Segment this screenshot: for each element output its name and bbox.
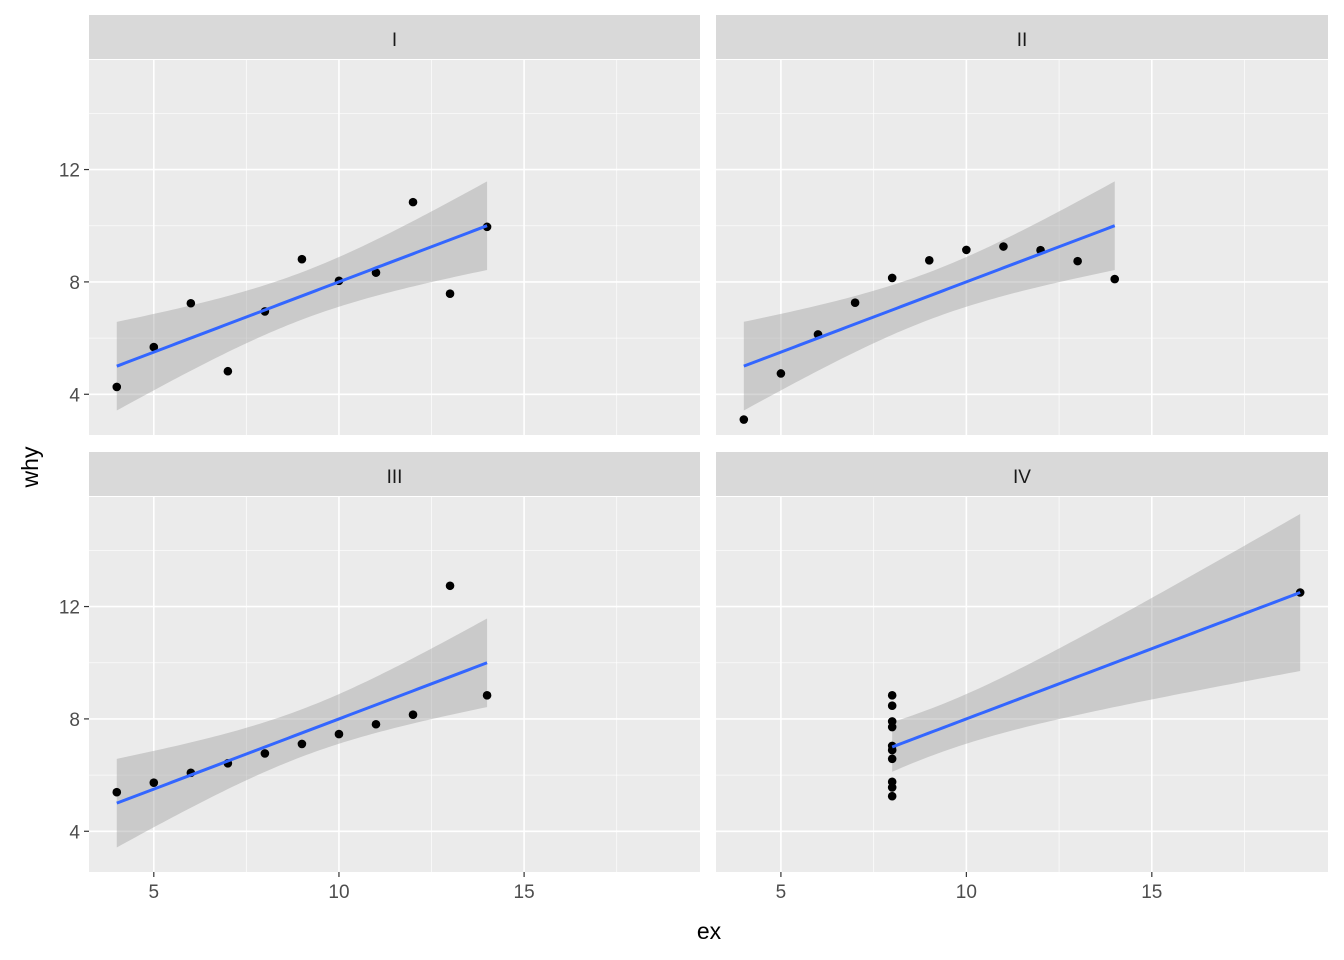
data-point xyxy=(371,719,381,729)
data-point xyxy=(962,245,971,255)
regression-line xyxy=(891,591,1301,749)
facet-strip-label: II xyxy=(1017,30,1028,51)
x-tick-label: 5 xyxy=(149,882,160,903)
x-axis-title: ex xyxy=(697,918,722,944)
data-point xyxy=(260,749,270,758)
panel-background xyxy=(716,60,1328,435)
regression-line xyxy=(116,661,488,805)
data-point xyxy=(1073,256,1082,266)
facet-panel-IV: IV 5 10 15 xyxy=(716,452,1328,903)
data-point xyxy=(739,415,749,424)
facet-strip xyxy=(716,15,1328,59)
facet-strip-label: I xyxy=(392,30,397,51)
x-tick-label: 10 xyxy=(328,882,349,903)
y-tick-label: 12 xyxy=(59,598,80,619)
y-tick-label: 8 xyxy=(69,710,80,731)
facet-strip-label: IV xyxy=(1013,467,1031,488)
data-point xyxy=(924,255,934,265)
data-point xyxy=(887,691,897,700)
facet-strip xyxy=(89,452,700,496)
facet-panel-II: II xyxy=(716,15,1328,435)
y-axis-title: why xyxy=(17,446,43,488)
data-point xyxy=(887,754,897,764)
facet-panel-III: III 4 8 12 5 10 15 xyxy=(59,452,700,903)
data-point xyxy=(1110,274,1120,284)
x-tick-label: 10 xyxy=(956,882,977,903)
data-point xyxy=(371,268,381,277)
data-point xyxy=(887,701,897,711)
data-point xyxy=(408,197,418,207)
data-point xyxy=(112,787,122,797)
x-tick-label: 5 xyxy=(776,882,787,903)
data-point xyxy=(186,298,196,308)
panel-background xyxy=(716,497,1328,872)
regression-line xyxy=(743,224,1116,368)
data-point xyxy=(887,791,897,801)
data-point xyxy=(149,778,159,787)
x-tick-label: 15 xyxy=(1141,882,1162,903)
panel-background xyxy=(89,497,700,872)
x-tick-label: 15 xyxy=(514,882,535,903)
data-point xyxy=(112,382,122,392)
data-point xyxy=(999,242,1008,251)
data-point xyxy=(482,691,492,700)
data-point xyxy=(445,581,455,591)
data-point xyxy=(887,717,897,726)
data-point xyxy=(297,739,307,749)
data-point xyxy=(334,729,344,739)
y-tick-label: 4 xyxy=(69,822,80,843)
facet-panel-I: I 4 8 12 xyxy=(59,15,700,435)
y-tick-label: 8 xyxy=(69,273,80,294)
data-point xyxy=(408,710,418,719)
regression-line xyxy=(116,224,488,368)
panel-background xyxy=(89,60,700,435)
facet-strip xyxy=(89,15,700,59)
y-tick-label: 4 xyxy=(69,385,80,406)
data-point xyxy=(223,366,233,376)
y-tick-label: 12 xyxy=(59,161,80,182)
facet-strip-label: III xyxy=(387,467,403,488)
data-point xyxy=(850,298,860,307)
data-point xyxy=(149,342,159,352)
data-point xyxy=(887,745,897,755)
facet-strip xyxy=(716,452,1328,496)
data-point xyxy=(887,783,897,792)
data-point xyxy=(776,369,786,378)
data-point xyxy=(297,254,307,264)
data-point xyxy=(445,289,455,299)
data-point xyxy=(887,273,897,283)
